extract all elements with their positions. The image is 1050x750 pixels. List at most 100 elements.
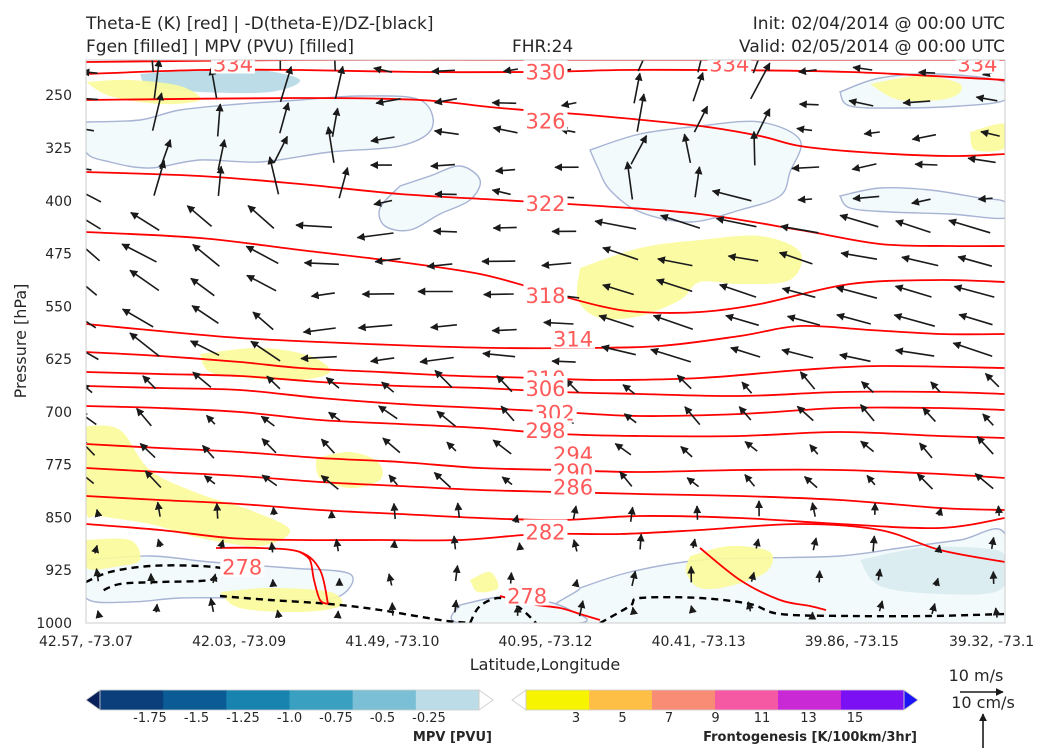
wind-vector <box>980 129 1000 138</box>
wind-vector <box>602 283 634 296</box>
wind-vector <box>511 514 520 524</box>
wind-vector <box>431 67 456 76</box>
colorbar-extend-high <box>903 689 919 711</box>
wind-vector <box>430 322 457 331</box>
wind-vector <box>750 130 759 166</box>
x-axis-ticks: 42.57, -73.07 42.03, -73.09 41.49, -73.10 4… <box>39 634 1034 650</box>
y-tick-label: 850 <box>45 510 72 526</box>
wind-vector <box>252 311 274 331</box>
x-axis-label: Latitude,Longitude <box>470 655 621 674</box>
wind-vector <box>840 250 878 260</box>
wind-vector <box>86 219 102 230</box>
wind-vector <box>744 473 756 487</box>
wind-vector <box>932 577 940 587</box>
plot-area: 3343303343343263223183143103063022982942… <box>86 53 1005 623</box>
wind-vector <box>560 100 577 109</box>
wind-vector <box>483 290 514 299</box>
wind-vector <box>861 381 874 394</box>
theta-e-contour-label: 334 <box>213 53 253 77</box>
wind-vector <box>711 188 752 202</box>
frontogenesis-region <box>470 571 499 593</box>
wind-vector <box>325 376 340 389</box>
wind-vector <box>623 413 637 424</box>
colorbar-extend-high <box>478 689 494 711</box>
wind-vector <box>86 168 92 171</box>
colorbar-tick-label: -1.75 <box>133 711 167 726</box>
wind-vector <box>594 218 637 230</box>
wind-vector <box>935 507 943 517</box>
wind-vector <box>491 187 511 196</box>
wind-scale-vertical-label: 10 cm/s <box>951 693 1015 712</box>
wind-vector <box>902 98 931 107</box>
mpv-region <box>838 186 1005 220</box>
wind-vector <box>209 573 218 584</box>
wind-vector <box>866 474 876 486</box>
wind-vector <box>543 318 574 327</box>
theta-e-contour <box>86 467 1005 511</box>
contour-label-background <box>551 442 596 465</box>
y-axis-label: Pressure [hPa] <box>11 284 30 399</box>
wind-vector <box>186 205 213 228</box>
wind-vector <box>86 412 97 426</box>
wind-vector <box>328 411 341 422</box>
wind-vector <box>215 103 224 137</box>
title-line-1: Theta-E (K) [red] | -D(theta-E)/DZ-[blac… <box>86 14 434 34</box>
wind-vector <box>689 538 698 549</box>
wind-vector <box>876 600 885 612</box>
wind-vector <box>630 606 638 616</box>
wind-vector <box>373 198 393 207</box>
colorbar-frame <box>525 689 905 711</box>
wind-vector <box>894 347 935 357</box>
wind-vector <box>895 219 931 234</box>
theta-e-contour-label: 326 <box>525 110 565 134</box>
wind-vector <box>382 437 401 454</box>
wind-vector <box>494 166 516 175</box>
wind-vector <box>551 357 576 366</box>
wind-vector <box>139 443 156 459</box>
wind-vector <box>374 256 401 265</box>
wind-vector <box>799 371 816 390</box>
wind-vector <box>451 599 460 613</box>
wind-vector <box>637 60 645 72</box>
wind-vector <box>676 374 692 390</box>
wind-vector <box>738 406 752 421</box>
colorbar-swatch <box>841 690 905 710</box>
wind-vector <box>94 508 103 518</box>
wind-vector <box>848 98 874 107</box>
theta-e-contour-labels: 3343303343343263223183143103063022982942… <box>211 53 1000 609</box>
wind-vector <box>446 441 457 452</box>
wind-vector <box>977 194 993 203</box>
wind-vector <box>952 341 993 358</box>
colorbar-swatch <box>226 690 290 710</box>
init-time: Init: 02/04/2014 @ 00:00 UTC <box>752 14 1005 34</box>
wind-vector <box>976 436 994 455</box>
wind-vector <box>310 291 335 300</box>
wind-vector <box>432 227 457 236</box>
wind-vector <box>390 502 399 520</box>
wind-vector <box>320 438 335 454</box>
wind-vector <box>86 285 98 296</box>
wind-vector <box>650 347 692 363</box>
wind-vector <box>974 472 994 490</box>
theta-e-contour <box>86 97 1005 157</box>
wind-vector <box>781 347 814 359</box>
wind-vector <box>929 602 937 615</box>
wind-vector <box>373 65 392 74</box>
x-tick-label: 39.32, -73.1 <box>949 634 1034 650</box>
wind-vector <box>86 193 102 203</box>
wind-vector <box>602 246 639 261</box>
wind-vector <box>433 127 459 136</box>
wind-vector <box>715 216 757 228</box>
wind-vector <box>684 406 701 426</box>
wind-vector <box>601 344 636 356</box>
wind-vector <box>619 471 633 487</box>
wind-vector <box>730 346 761 358</box>
wind-vector <box>121 308 154 328</box>
wind-vector <box>245 245 279 265</box>
colorbar-swatch <box>163 690 227 710</box>
wind-vector <box>565 379 579 393</box>
wind-vector <box>988 536 997 550</box>
x-tick-label: 40.41, -73.13 <box>652 634 746 650</box>
wind-vector <box>482 350 516 359</box>
mpv-colorbar: -1.75 -1.5 -1.25 -1.0 -0.75 -0.5 -0.25 MPV [PVU… <box>85 689 494 745</box>
